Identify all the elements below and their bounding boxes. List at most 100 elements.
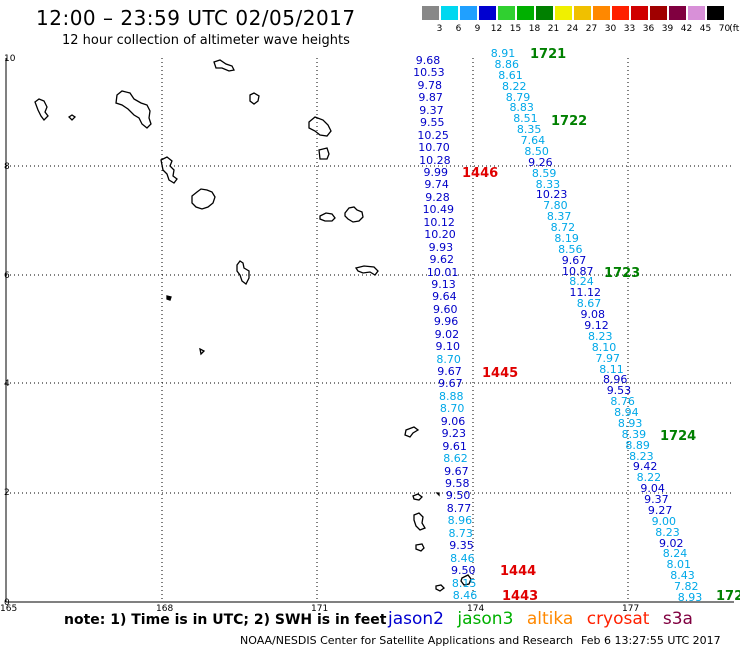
legend-label: 18 — [528, 24, 541, 34]
swh-value: 8.96 — [447, 514, 473, 528]
y-tick-label: 2 — [4, 488, 10, 498]
swh-value: 8.89 — [625, 438, 650, 452]
legend-swatch — [422, 6, 439, 20]
island-outline — [308, 116, 332, 137]
swh-value: 11.12 — [569, 286, 602, 300]
pass-time-label: 1446 — [462, 166, 499, 181]
legend-swatch — [593, 6, 610, 20]
island-outline — [413, 512, 426, 531]
swh-value: 8.76 — [610, 395, 635, 409]
island-outline — [318, 147, 330, 160]
island-outline — [415, 543, 425, 552]
swh-value: 9.35 — [449, 539, 474, 553]
legend-label: 24 — [566, 24, 579, 34]
island-outline — [435, 492, 440, 497]
swh-value: 8.62 — [443, 452, 468, 466]
swh-value: 9.64 — [432, 290, 457, 304]
legend-swatch — [669, 6, 686, 20]
pass-time-label: 1722 — [551, 114, 588, 129]
swh-value: 9.96 — [433, 315, 459, 329]
x-tick-label: 168 — [156, 604, 174, 614]
x-tick-label: 171 — [311, 604, 329, 614]
legend-label: 12 — [490, 24, 503, 34]
swh-value: 10.20 — [424, 228, 456, 242]
swh-value: 8.01 — [666, 558, 692, 572]
swh-value: 9.10 — [435, 340, 461, 354]
swh-value: 8.83 — [509, 101, 534, 115]
swh-value: 10.28 — [419, 153, 451, 167]
pass-time-label: 1723 — [604, 266, 641, 281]
island-outlines — [34, 59, 472, 592]
legend-label: 42 — [680, 24, 693, 34]
swh-value: 7.80 — [543, 199, 568, 213]
swh-value: 8.96 — [602, 373, 628, 387]
legend-label: 70 — [718, 24, 731, 34]
y-tick-label: 10 — [4, 54, 16, 64]
swh-value: 10.23 — [535, 188, 568, 202]
swh-value: 9.67 — [437, 365, 462, 379]
swh-value: 8.24 — [569, 275, 594, 289]
island-outline — [160, 156, 178, 184]
swh-value: 9.28 — [425, 190, 450, 204]
swh-value: 9.53 — [606, 384, 632, 398]
swh-value: 9.58 — [445, 477, 470, 491]
swh-value: 8.24 — [662, 547, 688, 561]
x-tick-label: 174 — [467, 604, 485, 614]
swh-value: 9.55 — [420, 116, 445, 130]
swh-value: 8.73 — [448, 526, 473, 540]
island-outline — [67, 114, 77, 121]
swh-value: 8.51 — [513, 112, 538, 126]
swh-value: 10.70 — [418, 141, 450, 155]
swh-value: 9.61 — [442, 439, 467, 453]
pass-time-label: 1724 — [660, 429, 697, 444]
island-outline — [115, 90, 152, 129]
swh-value: 9.37 — [419, 103, 444, 117]
x-tick-label: 165 — [0, 604, 18, 614]
island-outline — [319, 212, 336, 222]
legend-swatch — [498, 6, 515, 20]
swh-value: 9.60 — [432, 302, 458, 316]
pass-time-label: 1444 — [500, 564, 537, 579]
generated-datetime: Feb 6 13:27:55 UTC 2017 — [581, 634, 721, 647]
swh-value: 8.22 — [636, 471, 662, 485]
map-grid — [5, 58, 734, 603]
x-tick-label: 177 — [622, 604, 640, 614]
swh-value: 7.64 — [520, 134, 546, 148]
y-tick-label: 8 — [4, 162, 10, 172]
swh-value: 9.08 — [580, 308, 606, 322]
pass-time-label: 1445 — [482, 366, 519, 381]
island-outline — [412, 493, 423, 501]
swh-value: 9.67 — [444, 464, 469, 478]
swh-value: 8.46 — [452, 589, 478, 602]
swh-value: 8.23 — [587, 329, 613, 343]
swh-value: 9.68 — [415, 54, 441, 67]
legend-swatch — [441, 6, 458, 20]
legend-swatch — [612, 6, 629, 20]
swh-value: 8.37 — [546, 210, 572, 224]
swh-value: 8.15 — [451, 576, 477, 590]
swh-value: 10.25 — [417, 128, 449, 142]
y-tick-label: 0 — [4, 598, 10, 608]
swh-value: 8.79 — [505, 90, 531, 104]
page-subtitle: 12 hour collection of altimeter wave hei… — [62, 33, 350, 48]
swh-value: 8.59 — [531, 166, 557, 180]
sat-altika: altika — [526, 609, 574, 629]
legend-label: 33 — [623, 24, 636, 34]
swh-value: 8.86 — [494, 57, 519, 71]
swh-value: 10.12 — [423, 215, 455, 229]
legend-swatch — [631, 6, 648, 20]
swh-value: 9.04 — [640, 482, 665, 496]
swh-value: 9.26 — [528, 155, 553, 169]
swh-value: 10.01 — [426, 265, 459, 279]
swh-value: 8.23 — [629, 449, 654, 463]
swh-value: 10.53 — [413, 66, 445, 80]
legend-swatch — [650, 6, 667, 20]
swh-value: 8.91 — [490, 47, 516, 60]
swh-value: 8.23 — [655, 525, 680, 539]
swh-value: 8.88 — [438, 389, 464, 403]
satellite-key: jason2 jason3 altika cryosat s3a — [388, 609, 701, 629]
swh-value: 8.72 — [550, 221, 576, 235]
swh-value: 9.02 — [659, 536, 684, 550]
